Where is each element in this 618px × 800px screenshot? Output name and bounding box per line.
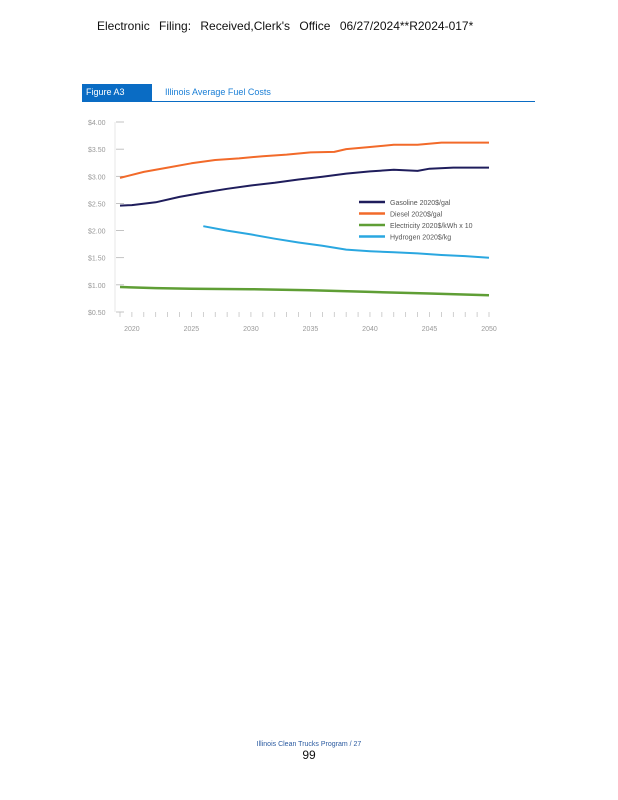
legend-label: Electricity 2020$/kWh x 10 (390, 223, 473, 230)
series-line-1 (119, 141, 489, 179)
series-line-2 (119, 285, 490, 297)
figure-divider (82, 101, 535, 102)
y-tick-label: $1.00 (88, 283, 106, 290)
y-tick-label: $4.00 (88, 120, 106, 127)
legend-label: Gasoline 2020$/gal (390, 200, 451, 207)
figure-tag: Figure A3 (82, 84, 152, 101)
series-line-3 (203, 225, 490, 259)
y-tick-label: $2.50 (88, 201, 106, 208)
x-tick-label: 2035 (303, 326, 319, 333)
x-tick-label: 2040 (362, 326, 378, 333)
x-tick-label: 2045 (422, 326, 438, 333)
y-tick-label: $3.50 (88, 147, 106, 154)
legend-label: Hydrogen 2020$/kg (390, 235, 451, 242)
x-tick-label: 2030 (243, 326, 259, 333)
legend-label: Diesel 2020$/gal (390, 212, 443, 219)
filing-stamp: Electronic Filing: Received,Clerk's Offi… (97, 19, 474, 33)
x-tick-label: 2050 (481, 326, 497, 333)
x-tick-label: 2020 (124, 326, 140, 333)
page-number: 99 (302, 748, 316, 762)
y-tick-label: $2.00 (88, 229, 106, 236)
fuel-cost-chart: $4.00 $3.50 $3.00 $2.50 $2.00 $1.50 $1.00 $0.50… (88, 120, 497, 333)
series-line-0 (119, 166, 489, 207)
x-tick-label: 2025 (184, 326, 200, 333)
footer-program: Illinois Clean Trucks Program / 27 (256, 741, 362, 748)
y-tick-label: $3.00 (88, 174, 106, 181)
y-tick-label: $0.50 (88, 310, 106, 317)
figure-title: Illinois Average Fuel Costs (165, 87, 271, 97)
y-tick-label: $1.50 (88, 256, 106, 263)
